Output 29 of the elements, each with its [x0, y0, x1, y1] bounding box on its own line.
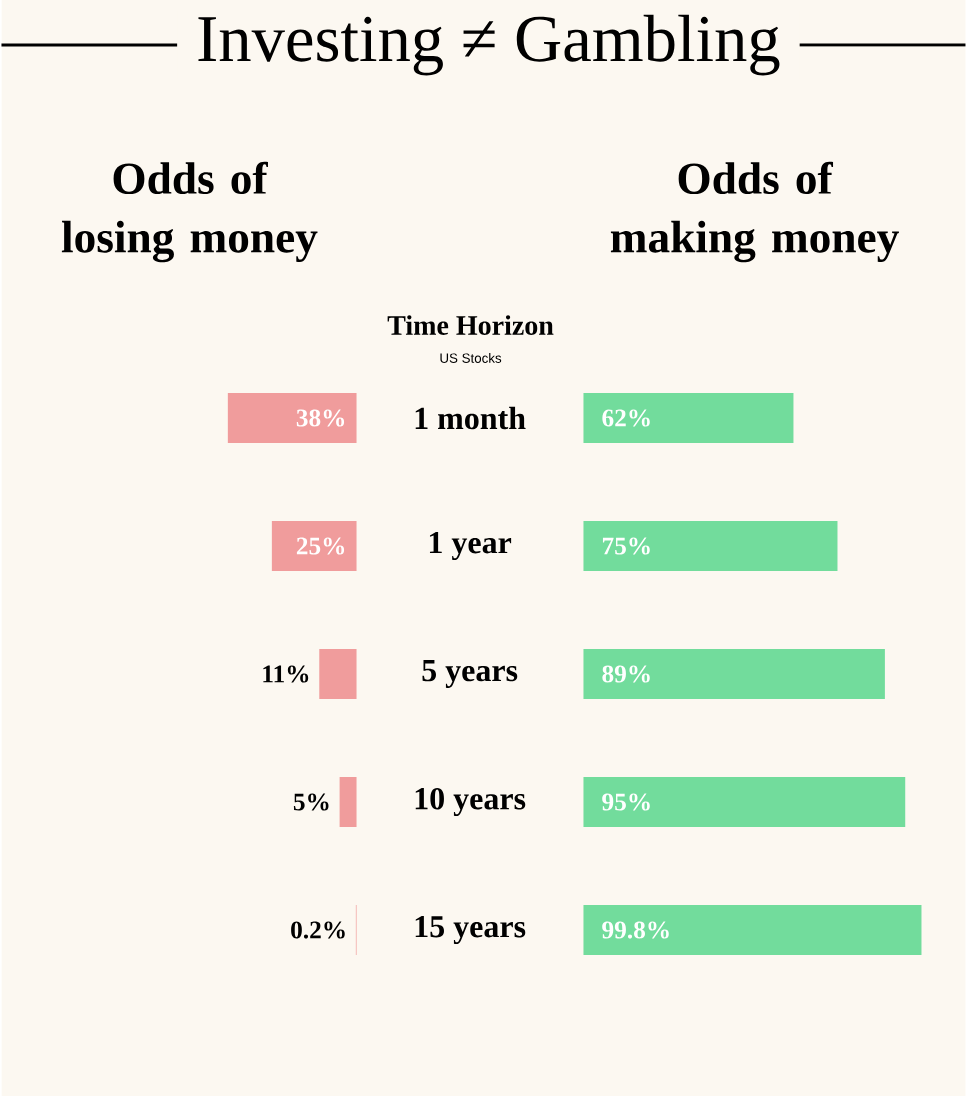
- bar: [583, 393, 794, 443]
- data-label: 11%: [263, 665, 309, 683]
- bar: [339, 777, 357, 827]
- data-label: 62%: [602, 409, 650, 427]
- y-tick-label: 15 years: [415, 915, 526, 945]
- text: US Stocks: [440, 353, 502, 363]
- y-tick-label: 10 years: [415, 787, 526, 817]
- data-label: 0.2%: [291, 921, 345, 939]
- y-tick-label: 1 month: [415, 406, 526, 430]
- y-tick-label: 1 year: [430, 531, 512, 561]
- y-tick-label: 5 years: [422, 660, 518, 688]
- bar: [271, 521, 357, 571]
- bar: [583, 649, 885, 699]
- text: Odds of making money: [610, 161, 899, 263]
- data-label: 75%: [602, 537, 650, 555]
- bar: [583, 777, 906, 827]
- data-label: 99.8%: [602, 921, 669, 939]
- bar: [227, 393, 357, 443]
- chart-title: Investing ≠ Gambling: [198, 14, 780, 76]
- bar: [583, 521, 838, 571]
- data-label: 95%: [602, 793, 650, 811]
- bar: [583, 905, 922, 955]
- data-label: 5%: [293, 793, 329, 811]
- data-label: 25%: [296, 537, 345, 555]
- data-label: 38%: [296, 409, 345, 427]
- text: Odds of losing money: [61, 161, 318, 263]
- bar: [319, 649, 357, 699]
- data-label: 89%: [602, 665, 650, 683]
- y-axis-title: Time Horizon: [387, 315, 554, 335]
